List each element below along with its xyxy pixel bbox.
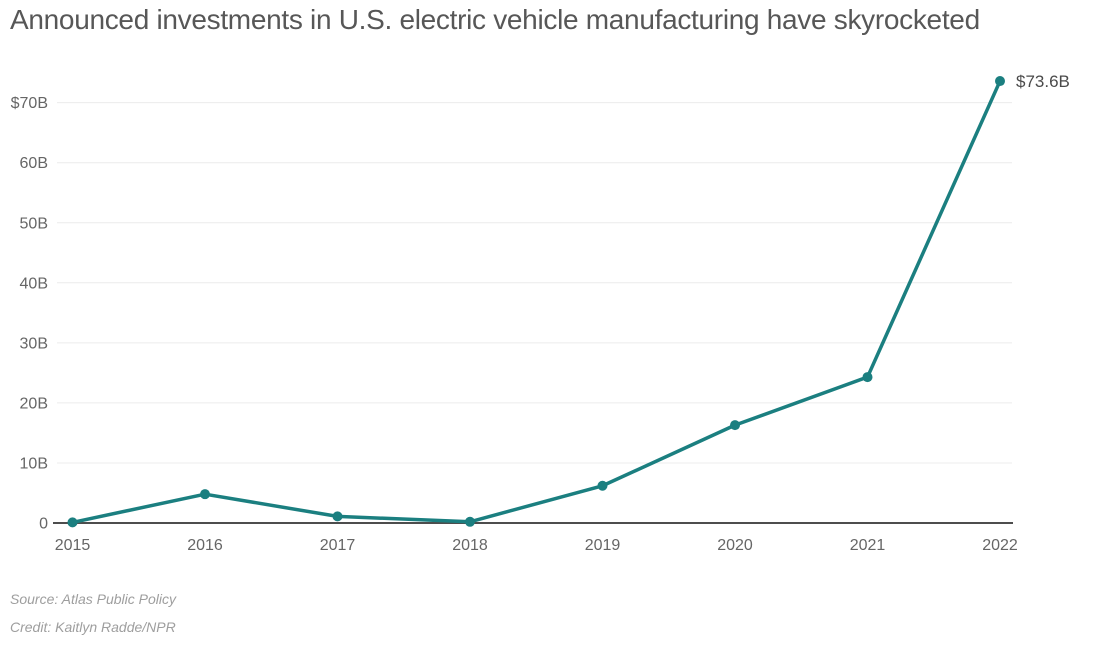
x-tick-label: 2017 xyxy=(320,537,356,554)
data-point xyxy=(862,372,873,383)
y-tick-label: $70B xyxy=(11,95,48,112)
y-tick-label: 20B xyxy=(20,395,48,412)
x-tick-label: 2019 xyxy=(585,537,621,554)
y-tick-label: 50B xyxy=(20,215,48,232)
line-chart: 0 10B 20B 30B 40B 50B 60B $70B 2015 2016 2017 2018 2… xyxy=(11,72,1070,554)
credit-note: Credit: Kaitlyn Radde/NPR xyxy=(10,619,176,635)
x-tick-label: 2021 xyxy=(850,537,886,554)
x-tick-label: 2020 xyxy=(717,537,753,554)
chart-title: Announced investments in U.S. electric v… xyxy=(10,4,980,35)
y-tick-label: 0 xyxy=(39,516,48,533)
end-value-label: $73.6B xyxy=(1016,72,1070,91)
x-tick-label: 2015 xyxy=(55,537,91,554)
data-point xyxy=(465,516,475,527)
data-point xyxy=(200,489,210,500)
trend-line xyxy=(70,79,1002,525)
source-note: Source: Atlas Public Policy xyxy=(10,591,176,607)
x-tick-label: 2018 xyxy=(452,537,488,554)
data-point xyxy=(597,480,608,491)
chart-footer: Source: Atlas Public Policy Credit: Kait… xyxy=(10,590,176,646)
y-tick-label: 40B xyxy=(20,275,48,292)
y-tick-label: 60B xyxy=(20,155,48,172)
data-point xyxy=(995,76,1005,87)
data-point xyxy=(332,511,343,522)
data-point xyxy=(730,420,740,431)
x-tick-label: 2022 xyxy=(982,537,1018,554)
data-point xyxy=(67,517,78,528)
y-tick-label: 30B xyxy=(20,335,48,352)
y-tick-label: 10B xyxy=(20,455,48,472)
x-tick-label: 2016 xyxy=(187,537,223,554)
